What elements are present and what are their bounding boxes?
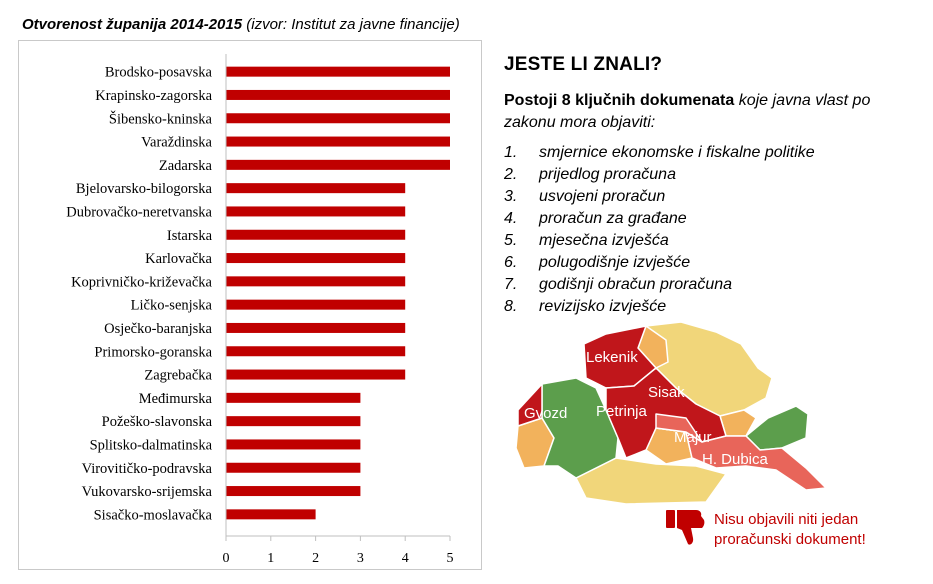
category-label: Osječko-baranjska [104, 321, 212, 337]
bar [226, 136, 450, 147]
bar [226, 229, 406, 240]
category-label: Krapinsko-zagorska [95, 88, 212, 104]
category-label: Sisačko-moslavačka [94, 507, 213, 523]
info-intro-italic: koje javna vlast po zakonu mora objaviti… [504, 92, 871, 131]
category-label: Vukovarsko-srijemska [82, 484, 213, 500]
map-label-petrinja: Petrinja [596, 403, 648, 420]
category-label: Primorsko-goranska [94, 344, 212, 360]
bar [226, 369, 406, 380]
category-label: Dubrovačko-neretvanska [66, 204, 212, 220]
document-list: 1. smjernice ekonomske i fiskalne politik… [504, 142, 924, 318]
category-label: Požeško-slavonska [102, 414, 213, 430]
warning-note: Nisu objavili niti jedan proračunski dok… [664, 508, 866, 550]
bar [226, 392, 361, 403]
category-label: Zadarska [159, 158, 213, 174]
municipality-map: Lekenik Sisak Gvozd Petrinja Majur H. Du… [515, 321, 827, 505]
list-item: 2. prijedlog proračuna [504, 166, 676, 183]
map-region [655, 413, 703, 443]
category-label: Šibensko-kninska [109, 110, 213, 127]
list-item: 5. mjesečna izvješća [504, 232, 669, 249]
bar [226, 299, 406, 310]
warning-line-2: proračunski dokument! [714, 531, 866, 548]
map-label-dubica: H. Dubica [702, 451, 769, 468]
list-item: 1. smjernice ekonomske i fiskalne politik… [504, 144, 815, 161]
list-item: 6. polugodišnje izvješće [504, 254, 691, 271]
bar [226, 486, 361, 497]
bar [226, 89, 450, 100]
category-label: Karlovačka [145, 251, 212, 267]
thumbs-down-icon [666, 510, 705, 545]
warning-text: Nisu objavili niti jedan proračunski dok… [714, 510, 866, 550]
x-tick-label: 3 [357, 551, 364, 566]
category-label: Virovitičko-podravska [82, 461, 213, 477]
map-region [655, 427, 827, 491]
map-region [575, 457, 727, 505]
info-intro: Postoji 8 ključnih dokumenata koje javna… [504, 90, 924, 134]
info-heading: JESTE LI ZNALI? [504, 54, 663, 75]
x-tick-label: 0 [223, 551, 230, 566]
category-label: Koprivničko-križevačka [71, 274, 212, 290]
category-label: Brodsko-posavska [105, 65, 213, 81]
chart-title: Otvorenost županija 2014-2015 (izvor: In… [22, 16, 460, 33]
bar [226, 462, 361, 473]
bar [226, 416, 361, 427]
category-label: Zagrebačka [144, 368, 212, 384]
list-item: 7. godišnji obračun proračuna [504, 276, 733, 293]
list-item: 3. usvojeni proračun [504, 188, 666, 205]
map-region [745, 405, 809, 451]
bar [226, 322, 406, 333]
map-label-sisak: Sisak [648, 384, 685, 401]
category-label: Istarska [167, 228, 213, 244]
info-intro-bold: Postoji 8 ključnih dokumenata [504, 92, 735, 109]
x-tick-label: 5 [447, 551, 454, 566]
bar [226, 206, 406, 217]
x-tick-label: 4 [402, 551, 409, 566]
list-item: 4. proračun za građane [504, 210, 687, 227]
chart-source: (izvor: Institut za javne financije) [246, 16, 460, 33]
map-label-gvozd: Gvozd [524, 405, 567, 422]
bar [226, 183, 406, 194]
category-label: Varaždinska [141, 135, 212, 151]
chart-frame [18, 40, 482, 570]
category-label: Splitsko-dalmatinska [90, 437, 213, 453]
x-tick-label: 1 [267, 551, 274, 566]
bar [226, 346, 406, 357]
category-label: Bjelovarsko-bilogorska [76, 181, 213, 197]
bar [226, 159, 450, 170]
map-region [517, 383, 543, 427]
warning-line-1: Nisu objavili niti jedan [714, 511, 859, 528]
chart-title-text: Otvorenost županija 2014-2015 [22, 16, 243, 33]
info-panel: JESTE LI ZNALI? Postoji 8 ključnih dokum… [504, 54, 924, 318]
x-tick-label: 2 [312, 551, 319, 566]
map-label-lekenik: Lekenik [586, 349, 638, 366]
bar [226, 66, 450, 77]
map-region [541, 377, 619, 479]
bar [226, 253, 406, 264]
category-label: Ličko-senjska [131, 298, 213, 314]
bar-chart: Brodsko-posavska Krapinsko-zagorska Šibens… [66, 54, 454, 566]
bar [226, 113, 450, 124]
bar [226, 276, 406, 287]
bar [226, 439, 361, 450]
category-label: Međimurska [139, 391, 213, 407]
map-label-majur: Majur [674, 429, 712, 446]
bar [226, 509, 316, 520]
list-item: 8. revizijsko izvješće [504, 298, 667, 315]
